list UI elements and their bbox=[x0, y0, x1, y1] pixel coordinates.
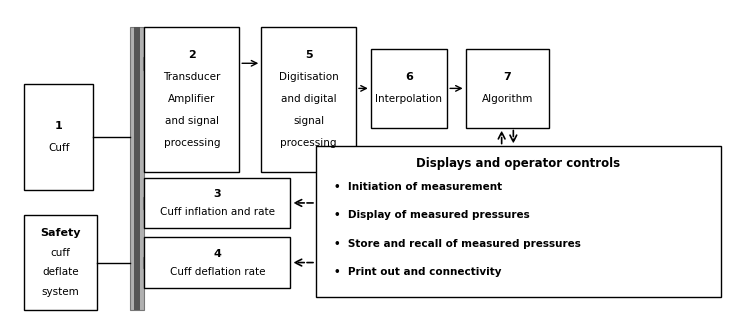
Text: signal: signal bbox=[293, 116, 324, 126]
Text: Digitisation: Digitisation bbox=[279, 73, 338, 82]
Text: Displays and operator controls: Displays and operator controls bbox=[416, 157, 620, 170]
Text: Transducer: Transducer bbox=[163, 73, 220, 82]
Text: Algorithm: Algorithm bbox=[482, 94, 533, 104]
Text: deflate: deflate bbox=[42, 267, 79, 277]
Text: and digital: and digital bbox=[281, 94, 336, 104]
FancyBboxPatch shape bbox=[371, 49, 447, 128]
Text: processing: processing bbox=[164, 138, 220, 148]
FancyBboxPatch shape bbox=[145, 178, 291, 228]
FancyBboxPatch shape bbox=[143, 257, 146, 268]
FancyBboxPatch shape bbox=[24, 216, 97, 310]
Text: processing: processing bbox=[280, 138, 337, 148]
Text: and signal: and signal bbox=[165, 116, 219, 126]
Text: 3: 3 bbox=[214, 189, 221, 199]
FancyBboxPatch shape bbox=[145, 27, 239, 171]
Text: Cuff inflation and rate: Cuff inflation and rate bbox=[160, 207, 275, 217]
Text: 5: 5 bbox=[305, 51, 313, 60]
Text: cuff: cuff bbox=[51, 248, 70, 258]
Text: •  Display of measured pressures: • Display of measured pressures bbox=[334, 211, 530, 220]
Text: 2: 2 bbox=[188, 51, 196, 60]
FancyBboxPatch shape bbox=[316, 147, 721, 297]
FancyBboxPatch shape bbox=[24, 84, 93, 190]
FancyBboxPatch shape bbox=[130, 27, 145, 310]
Text: 1: 1 bbox=[55, 121, 62, 131]
Text: system: system bbox=[42, 287, 79, 297]
Text: Amplifier: Amplifier bbox=[168, 94, 216, 104]
FancyBboxPatch shape bbox=[134, 27, 139, 310]
Text: Safety: Safety bbox=[40, 228, 81, 238]
Text: 7: 7 bbox=[504, 73, 512, 82]
Text: 6: 6 bbox=[405, 73, 413, 82]
Text: Cuff: Cuff bbox=[48, 143, 70, 153]
Text: •  Print out and connectivity: • Print out and connectivity bbox=[334, 267, 501, 277]
Text: Cuff deflation rate: Cuff deflation rate bbox=[170, 266, 265, 277]
Text: 4: 4 bbox=[214, 249, 222, 259]
FancyBboxPatch shape bbox=[465, 49, 550, 128]
FancyBboxPatch shape bbox=[261, 27, 356, 171]
Text: •  Store and recall of measured pressures: • Store and recall of measured pressures bbox=[334, 239, 581, 249]
Text: •  Initiation of measurement: • Initiation of measurement bbox=[334, 182, 502, 192]
Text: Interpolation: Interpolation bbox=[376, 94, 443, 104]
FancyBboxPatch shape bbox=[143, 197, 146, 209]
FancyBboxPatch shape bbox=[145, 238, 291, 288]
FancyBboxPatch shape bbox=[143, 57, 146, 70]
